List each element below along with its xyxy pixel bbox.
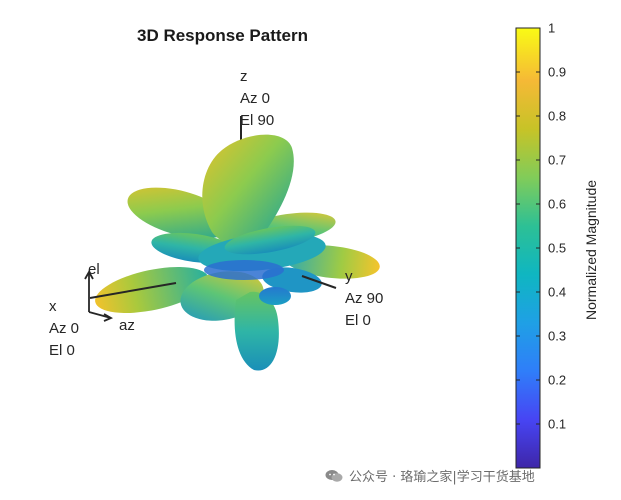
chart-title: 3D Response Pattern: [137, 26, 308, 45]
colorbar-tick-label-1: 0.2: [548, 373, 566, 388]
colorbar-tick-label-2: 0.3: [548, 329, 566, 344]
colorbar-label: Normalized Magnitude: [583, 180, 599, 320]
lobe-center-upper: [224, 225, 316, 255]
colorbar-tick-label-4: 0.5: [548, 241, 566, 256]
colorbar-tick-label-8: 0.9: [548, 65, 566, 80]
colorbar-tick-label-5: 0.6: [548, 197, 566, 212]
y-axis-line: [301, 275, 337, 289]
x-axis-label-az: Az 0: [49, 320, 79, 337]
chat-bubble-icon: [325, 470, 343, 482]
watermark: 公众号 · 珞瑜之家|学习干货基地: [325, 466, 535, 485]
colorbar-tick-label-9: 1: [548, 21, 555, 36]
colorbar-tick-label-0: 0.1: [548, 417, 566, 432]
lobe-center-blue: [204, 260, 284, 280]
lobe-main-down: [234, 291, 279, 371]
orientation-triad: [84, 270, 114, 322]
x-axis-label-name: x: [49, 298, 57, 315]
triad-el-label: el: [88, 261, 100, 278]
y-axis-label-name: y: [345, 268, 353, 285]
x-axis-line: [89, 282, 177, 299]
lobe-main-up: [202, 134, 294, 246]
colorbar-tick-label-3: 0.4: [548, 285, 566, 300]
z-axis-label-az: Az 0: [240, 90, 270, 107]
y-axis-label-az: Az 90: [345, 290, 383, 307]
pattern-surface: [95, 134, 380, 371]
triad-az-label: az: [119, 317, 135, 334]
colorbar-tick-label-6: 0.7: [548, 153, 566, 168]
x-axis-label-el: El 0: [49, 342, 75, 359]
z-axis-label-el: El 90: [240, 112, 274, 129]
z-axis-label-name: z: [240, 68, 248, 85]
lobe-small-blue: [259, 287, 291, 305]
triad-az-line: [88, 311, 112, 319]
triad-az-arrow: [103, 313, 114, 322]
triad-el-arrow: [84, 270, 94, 280]
colorbar-ticks: 0.1 0.2 0.3 0.4 0.5 0.6 0.7 0.8 0.9 1: [516, 21, 566, 432]
y-axis-label-el: El 0: [345, 312, 371, 329]
colorbar: 0.1 0.2 0.3 0.4 0.5 0.6 0.7 0.8 0.9 1 Normalized …: [515, 21, 599, 469]
colorbar-tick-label-7: 0.8: [548, 109, 566, 124]
watermark-text: 公众号 · 珞瑜之家|学习干货基地: [349, 470, 535, 485]
